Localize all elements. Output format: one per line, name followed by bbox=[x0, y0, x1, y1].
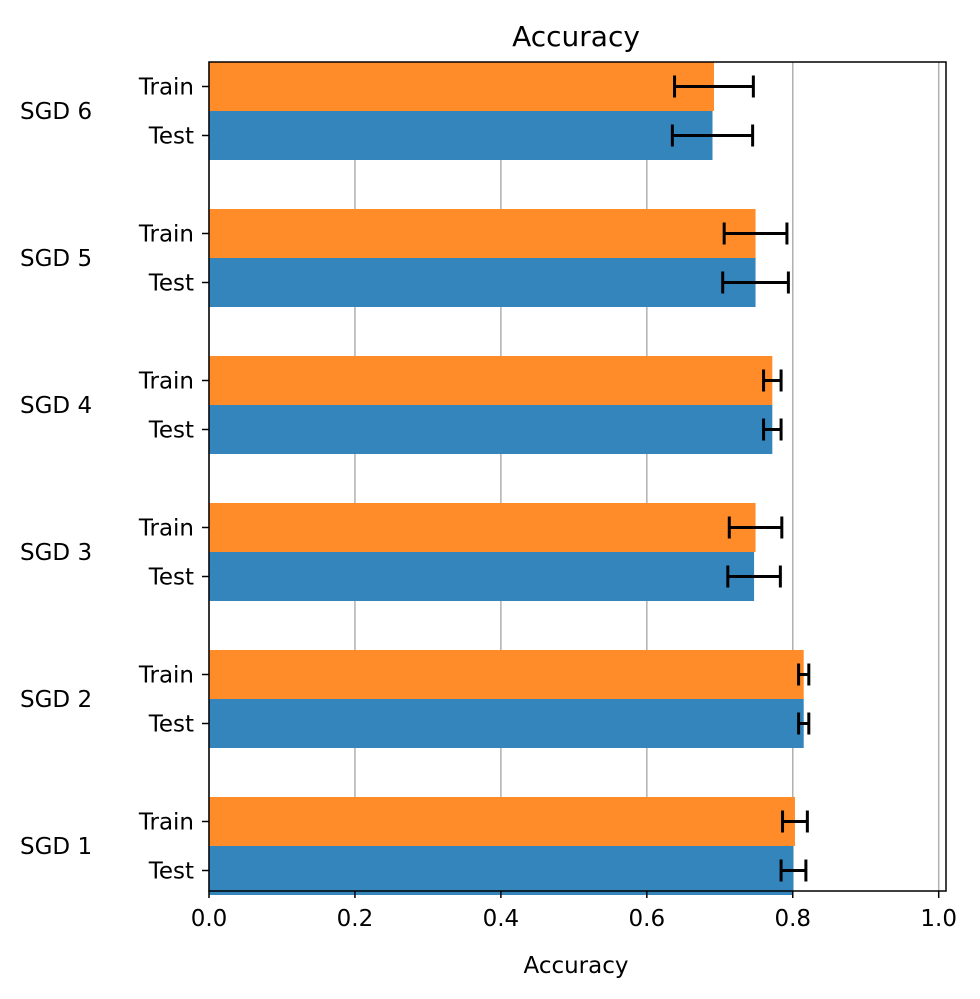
x-axis-label: Accuracy bbox=[523, 953, 628, 979]
bar bbox=[209, 552, 755, 601]
bar bbox=[209, 405, 773, 454]
group-label: SGD 5 bbox=[20, 246, 92, 272]
y-tick-label: Test bbox=[148, 418, 194, 444]
y-tick-label: Train bbox=[138, 369, 194, 395]
y-tick-label: Test bbox=[148, 271, 194, 297]
group-label: SGD 1 bbox=[20, 834, 92, 860]
x-tick-label: 0.4 bbox=[483, 906, 520, 932]
group-label: SGD 3 bbox=[20, 540, 92, 566]
y-tick-label: Train bbox=[138, 222, 194, 248]
group-label: SGD 2 bbox=[20, 687, 92, 713]
bar bbox=[209, 111, 713, 160]
x-tick-label: 0.8 bbox=[774, 906, 811, 932]
error-bars bbox=[670, 75, 811, 882]
bar bbox=[209, 503, 756, 552]
y-tick-label: Train bbox=[138, 810, 194, 836]
grid-lines bbox=[208, 62, 940, 891]
x-tick-label: 0.2 bbox=[337, 906, 374, 932]
y-axis: Train Test Train Test Train Test Train Test Trai… bbox=[138, 75, 209, 885]
y-tick-label: Train bbox=[138, 516, 194, 542]
bar bbox=[209, 356, 773, 405]
y-tick-label: Train bbox=[138, 75, 194, 101]
x-tick-label: 1.0 bbox=[920, 906, 957, 932]
bar bbox=[209, 62, 714, 111]
group-label: SGD 6 bbox=[20, 99, 92, 125]
x-tick-label: 0.6 bbox=[629, 906, 666, 932]
bar bbox=[209, 846, 794, 895]
y-tick-label: Test bbox=[148, 124, 194, 150]
bar bbox=[209, 797, 795, 846]
y-tick-label: Test bbox=[148, 859, 194, 885]
y-tick-label: Test bbox=[148, 712, 194, 738]
bar bbox=[209, 699, 804, 748]
bar bbox=[209, 650, 804, 699]
y-tick-label: Train bbox=[138, 663, 194, 689]
bar bbox=[209, 209, 756, 258]
bars bbox=[209, 62, 804, 895]
chart-title: Accuracy bbox=[512, 20, 640, 53]
y-tick-label: Test bbox=[148, 565, 194, 591]
x-axis: 0.0 0.2 0.4 0.6 0.8 1.0 bbox=[191, 891, 957, 932]
group-label: SGD 4 bbox=[20, 393, 92, 419]
group-labels: SGD 6 SGD 5 SGD 4 SGD 3 SGD 2 SGD 1 bbox=[20, 99, 92, 860]
x-tick-label: 0.0 bbox=[191, 906, 228, 932]
bar bbox=[209, 258, 756, 307]
plot-frame bbox=[208, 61, 947, 892]
